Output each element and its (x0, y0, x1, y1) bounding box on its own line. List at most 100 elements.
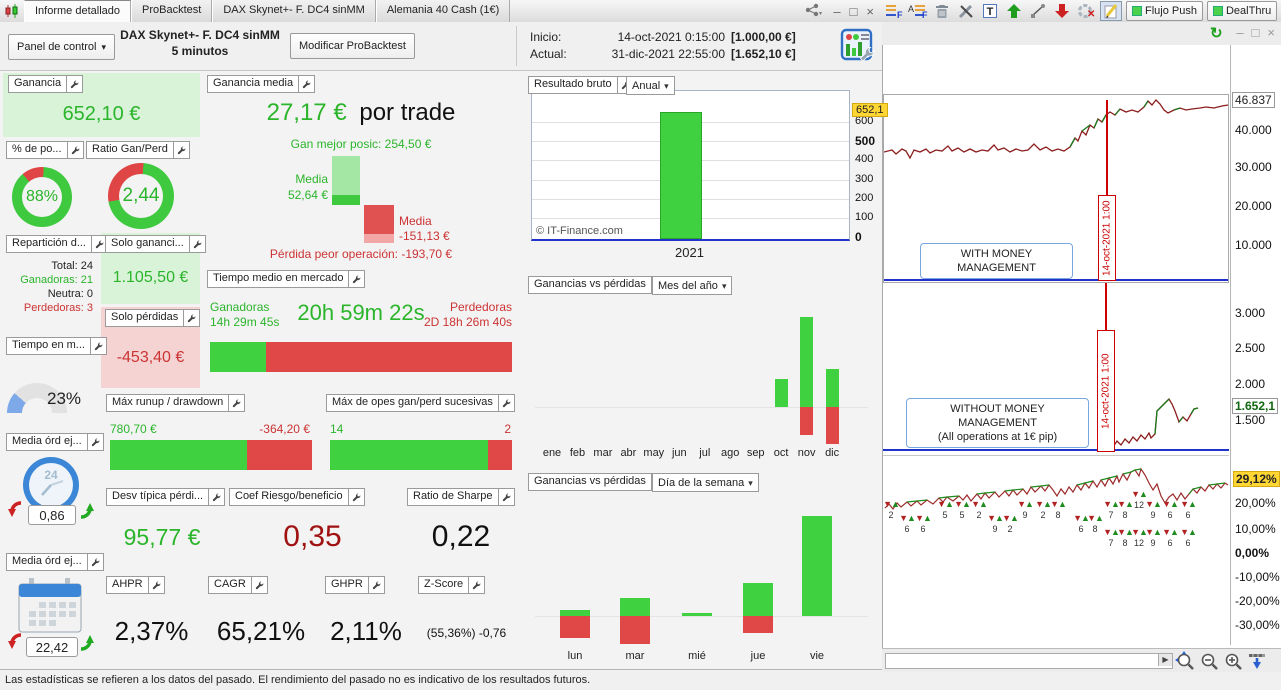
panel-de-control-label: Panel de control (17, 41, 97, 53)
wrench-settings-button[interactable] (228, 395, 245, 411)
flujo-push-label: Flujo Push (1145, 5, 1197, 17)
minimize-button[interactable]: – (833, 3, 841, 19)
price-indicator-icon[interactable]: F (884, 2, 904, 20)
wrench-settings-button[interactable] (468, 577, 485, 593)
equity-without-mm-plot: 14-oct-2021 1:00 (883, 283, 1229, 452)
svg-text:A: A (908, 4, 914, 14)
ghpr-value: 2,11% (330, 616, 402, 646)
trade-count: 2 (976, 510, 982, 520)
tab-instrument[interactable]: Alemania 40 Cash (1€) (375, 0, 511, 22)
wrench-icon (177, 146, 186, 155)
wrench-settings-button[interactable] (208, 489, 225, 505)
sell-arrow-icon[interactable] (1052, 2, 1072, 20)
buy-arrow-icon: ▲ (923, 513, 932, 523)
time-in-market-value: 23% (47, 389, 82, 408)
trade-marker: ▼▲ 6 (912, 514, 934, 534)
backtest-start-marker-line (1106, 100, 1108, 280)
tab-probacktest[interactable]: ProBacktest (131, 0, 213, 22)
text-note-icon[interactable]: T (980, 2, 1000, 20)
loss-bar (825, 407, 839, 444)
tab-informe-detallado[interactable]: Informe detallado (24, 0, 131, 22)
modificar-probacktest-button[interactable]: Modificar ProBacktest (290, 33, 415, 59)
draw-mode-icon[interactable] (1100, 1, 1122, 21)
buy-arrow-icon: ▲ (1058, 499, 1067, 509)
wrench-settings-button[interactable] (183, 310, 200, 326)
y-axis-label: 0,00% (1235, 546, 1270, 560)
reparticion-row-total: Total: 24 (51, 260, 93, 272)
equity-without-mm-curve (883, 397, 1229, 451)
report-settings-icon[interactable] (840, 28, 876, 67)
minimize-button[interactable]: – (1236, 25, 1244, 40)
wrench-settings-button[interactable] (497, 489, 514, 505)
wrench-settings-button[interactable] (86, 434, 103, 450)
svg-text:F: F (897, 10, 903, 19)
period-dropdown[interactable]: Día de la semana ▾ (652, 473, 759, 492)
trade-marker: ▼▲ 9 (984, 514, 1006, 534)
delete-orders-icon[interactable]: ✕ (1076, 2, 1096, 20)
scroll-right-icon[interactable]: ▶ (1158, 654, 1172, 666)
panel-title: Z-Score (424, 578, 464, 590)
maximize-button[interactable]: □ (849, 3, 858, 19)
wrench-settings-button[interactable] (66, 142, 83, 158)
wrench-settings-button[interactable] (348, 271, 365, 287)
tab-system[interactable]: DAX Skynet+- F. DC4 sinMM (212, 0, 376, 22)
avg-loss-value: -151,13 € (399, 229, 450, 243)
panel-title: Solo pérdidas (111, 311, 179, 323)
close-button[interactable]: × (866, 3, 874, 19)
wrench-settings-button[interactable] (250, 577, 267, 593)
increase-arrow-icon (78, 633, 94, 654)
status-bar: Las estadísticas se refieren a los datos… (0, 669, 882, 690)
gain-bar (800, 317, 814, 407)
trash-icon[interactable] (932, 2, 952, 20)
buy-arrow-icon: ▲ (1139, 527, 1148, 537)
zoom-in-icon[interactable] (1221, 651, 1245, 671)
wrench-settings-button[interactable] (66, 76, 83, 92)
win-time-block: Ganadoras 14h 29m 45s (210, 300, 280, 329)
trendline-icon[interactable] (1028, 2, 1048, 20)
share-icon[interactable] (804, 3, 824, 20)
month-label: oct (773, 447, 789, 459)
without-mm-line2: (All operations at 1€ pip) (937, 431, 1058, 443)
wrench-settings-button[interactable] (298, 76, 315, 92)
trade-count: 12 (1133, 500, 1144, 510)
wrench-icon (91, 438, 100, 447)
refresh-icon[interactable]: ↻ (1210, 25, 1223, 42)
flujo-push-button[interactable]: Flujo Push (1126, 1, 1203, 21)
buy-arrow-icon: ▲ (1081, 513, 1090, 523)
wrench-settings-button[interactable] (367, 577, 384, 593)
panel-tiempo-medio: Tiempo medio en mercado Ganadoras 14h 29m… (202, 268, 520, 390)
trade-marker: ▼▲ 9 (1142, 500, 1164, 520)
panel-de-control-button[interactable]: Panel de control ▾ (8, 34, 116, 60)
wrench-settings-button[interactable] (86, 554, 103, 570)
wrench-icon (352, 275, 361, 284)
tools-icon[interactable] (956, 2, 976, 20)
gain-bar (560, 610, 590, 616)
wrench-settings-button[interactable] (172, 142, 189, 158)
wrench-settings-button[interactable] (497, 395, 514, 411)
wrench-settings-button[interactable] (188, 236, 205, 252)
wrench-settings-button[interactable] (89, 338, 106, 354)
trade-marker: ▼▲ 9 (1142, 528, 1164, 548)
sell-arrow-icon: ▼ (1180, 527, 1189, 537)
panel-pct-positivas: % de po... 88% (3, 139, 84, 232)
period-dropdown[interactable]: Mes del año ▾ (652, 276, 733, 295)
zoom-out-icon[interactable] (1197, 651, 1221, 671)
period-dropdown[interactable]: Anual ▾ (626, 76, 675, 95)
wrench-settings-button[interactable] (147, 577, 164, 593)
close-button[interactable]: × (1267, 25, 1275, 40)
month-label: mar (593, 447, 613, 459)
month-label: ene (542, 447, 562, 459)
horizontal-scrollbar[interactable]: ▶ (885, 653, 1173, 669)
wrench-settings-button[interactable] (90, 236, 107, 252)
dealthru-button[interactable]: DealThru (1206, 1, 1278, 21)
panel-title: Media órd ej... (12, 435, 82, 447)
wrench-settings-button[interactable] (347, 489, 364, 505)
maximize-button[interactable]: □ (1251, 25, 1260, 40)
pan-zoom-icon[interactable] (1173, 651, 1197, 671)
panel-ganancia: Ganancia 652,10 € (3, 73, 200, 137)
backtest-range-info: Inicio: 14-oct-2021 0:15:00 [1.000,00 €]… (530, 29, 800, 63)
buy-arrow-icon[interactable] (1004, 2, 1024, 20)
auto-fit-icon[interactable] (1245, 651, 1269, 671)
